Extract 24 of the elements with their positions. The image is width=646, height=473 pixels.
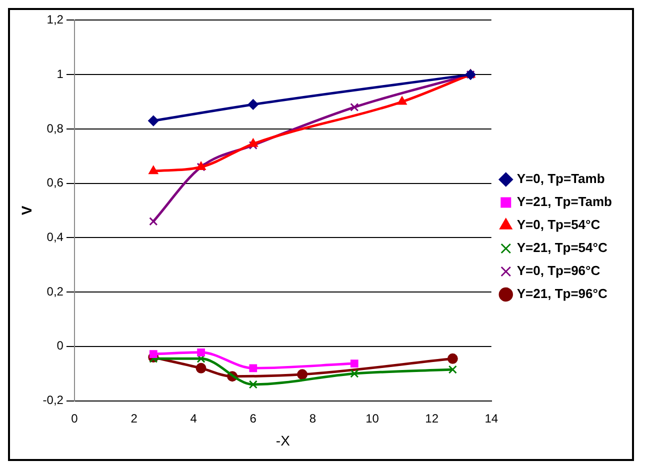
x-tick-label: 14 — [484, 411, 498, 426]
legend-label: Y=21, Tp=Tamb — [516, 194, 612, 210]
legend-label: Y=0, Tp=Tamb — [516, 171, 605, 186]
y-tick-label: -0,2 — [42, 393, 64, 408]
legend-label: Y=0, Tp=54°C — [516, 217, 601, 232]
x-tick-label: 4 — [190, 411, 198, 426]
legend-label: Y=21, Tp=54°C — [516, 240, 608, 256]
y-tick-label: 0,4 — [46, 230, 64, 244]
x-axis-title: -X — [276, 432, 291, 448]
x-tick-label: 6 — [250, 411, 257, 426]
x-tick-label: 8 — [309, 411, 316, 426]
y-tick-label: 0 — [56, 338, 64, 353]
y-tick-label: 0,2 — [46, 284, 64, 298]
y-tick-label: 1 — [56, 66, 64, 81]
y-axis-title: V — [18, 205, 34, 216]
x-tick-label: 2 — [130, 411, 138, 426]
y-tick-label: 0,6 — [46, 176, 64, 190]
legend-label: Y=21, Tp=96°C — [516, 286, 608, 302]
x-tick-label: 0 — [71, 411, 78, 426]
y-tick-label: 1,2 — [46, 12, 64, 27]
legend-label: Y=0, Tp=96°C — [516, 263, 601, 278]
x-tick-label: 12 — [425, 411, 439, 426]
y-tick-label: 0,8 — [46, 121, 64, 136]
x-tick-label: 10 — [366, 411, 380, 426]
